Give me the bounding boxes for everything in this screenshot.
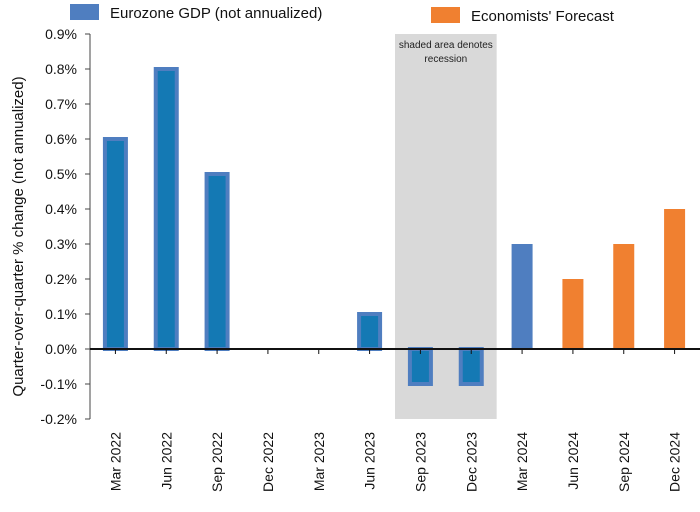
x-tick-label: Mar 2022 [107,432,123,491]
bar-sep-2024 [613,244,635,349]
y-tick-label: 0.4% [45,201,77,217]
x-tick-label: Dec 2022 [260,432,276,492]
x-tick-label: Mar 2024 [514,432,530,491]
recession-note: shaded area denotes [399,40,493,51]
x-tick-label: Dec 2024 [667,432,683,492]
y-tick-label: -0.2% [40,411,77,427]
bar-mar-2022 [102,137,128,351]
bar-sep-2023 [407,347,433,386]
legend-label: Eurozone GDP (not annualized) [110,5,322,22]
recession-note: recession [424,54,467,65]
y-axis-title: Quarter-over-quarter % change (not annua… [10,76,27,396]
legend-label: Economists' Forecast [471,8,615,25]
legend-swatch [431,7,460,23]
x-tick-label: Jun 2024 [565,432,581,490]
bar-jun-2023 [357,312,383,351]
bar-jun-2024 [562,279,584,349]
bar-dec-2024 [664,209,686,349]
y-tick-label: 0.0% [45,341,77,357]
y-tick-label: 0.2% [45,271,77,287]
x-tick-label: Sep 2024 [616,432,632,492]
y-tick-label: 0.3% [45,236,77,252]
x-tick-label: Sep 2023 [412,432,428,492]
y-tick-label: 0.8% [45,61,77,77]
bar-mar-2024 [511,244,533,349]
x-tick-label: Dec 2023 [463,432,479,492]
y-tick-label: 0.6% [45,131,77,147]
legend-swatch [70,4,99,20]
y-tick-label: 0.7% [45,96,77,112]
y-tick-label: -0.1% [40,376,77,392]
x-tick-label: Sep 2022 [209,432,225,492]
y-tick-label: 0.9% [45,26,77,42]
x-tick-label: Jun 2023 [362,432,378,490]
bar-dec-2023 [458,347,484,386]
bar-sep-2022 [204,172,230,351]
x-tick-label: Mar 2023 [311,432,327,491]
y-tick-label: 0.1% [45,306,77,322]
x-tick-label: Jun 2022 [158,432,174,490]
y-tick-label: 0.5% [45,166,77,182]
bar-jun-2022 [153,67,179,351]
